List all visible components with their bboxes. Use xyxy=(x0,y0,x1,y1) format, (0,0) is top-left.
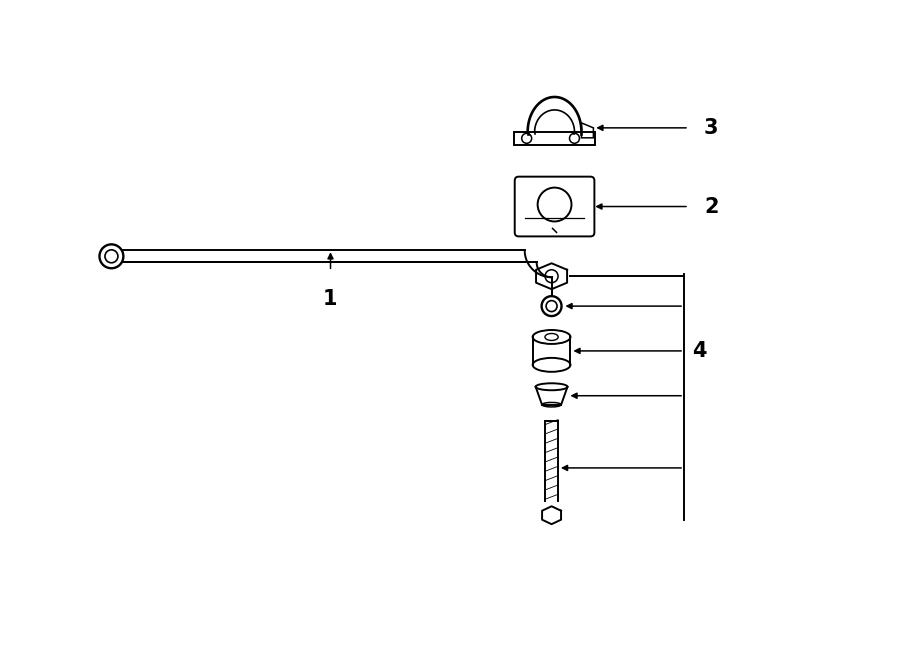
Text: 3: 3 xyxy=(704,118,718,138)
Bar xyxy=(514,132,596,145)
Text: 1: 1 xyxy=(322,289,337,309)
Text: 2: 2 xyxy=(704,196,718,217)
Text: 4: 4 xyxy=(692,341,706,361)
